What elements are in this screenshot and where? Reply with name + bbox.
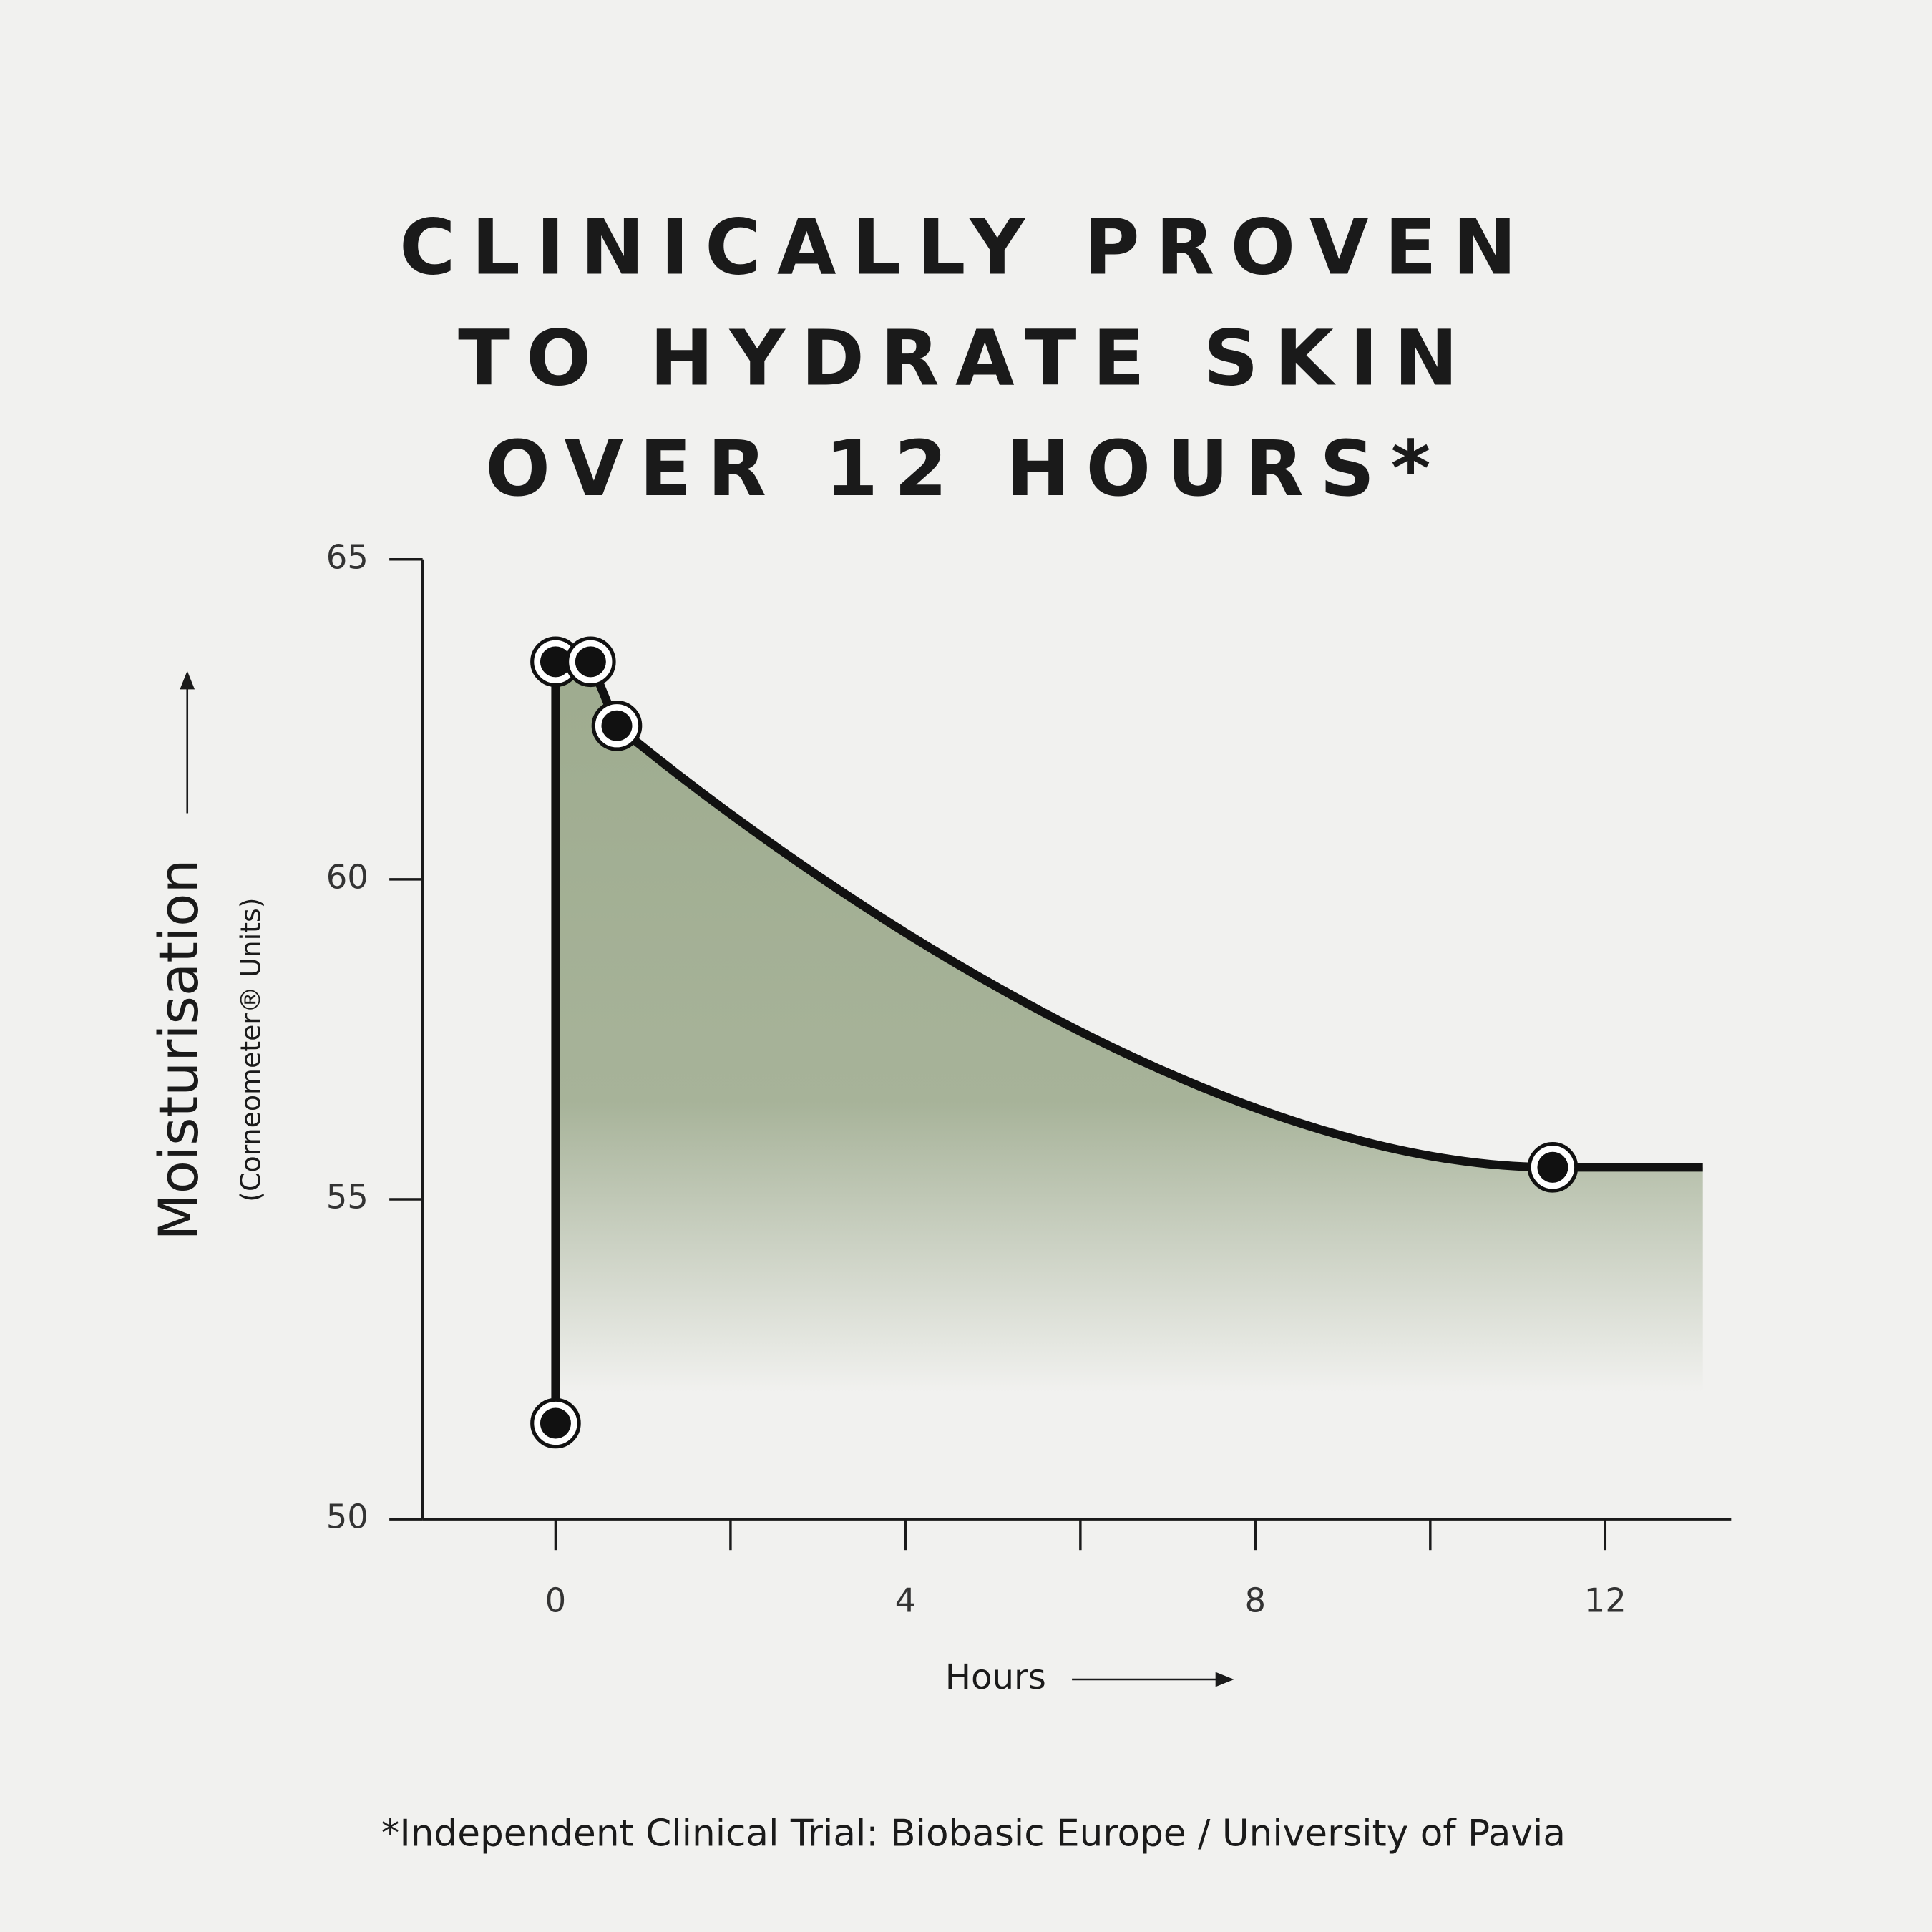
point [591,700,643,751]
y-axis-sublabel: (Corneometer® Units) [235,897,266,1201]
point-dot [575,646,606,678]
point [565,636,616,688]
title-line: TO HYDRATE SKIN [458,314,1474,403]
y-tick-label: 50 [326,1498,369,1536]
point-dot [1537,1151,1568,1183]
title-line: CLINICALLY PROVEN [399,203,1533,292]
y-tick-label: 60 [326,857,369,896]
point-dot [540,646,571,678]
y-tick-label: 55 [326,1178,369,1216]
x-tick-label: 4 [895,1581,917,1620]
x-axis-label: Hours [945,1657,1046,1697]
footnote: *Independent Clinical Trial: Biobasic Eu… [381,1813,1566,1855]
point-dot [540,1407,571,1439]
x-tick-label: 8 [1245,1581,1267,1620]
x-tick-label: 0 [545,1581,567,1620]
y-tick-label: 65 [326,537,369,576]
area-fill [555,661,1703,1520]
x-tick-label: 12 [1584,1581,1626,1620]
point-dot [601,710,633,741]
point [1527,1142,1579,1193]
title-line: OVER 12 HOURS* [485,425,1447,514]
line [551,657,1553,1424]
point [530,1397,581,1449]
y-axis-label: Moisturisation [147,859,210,1241]
